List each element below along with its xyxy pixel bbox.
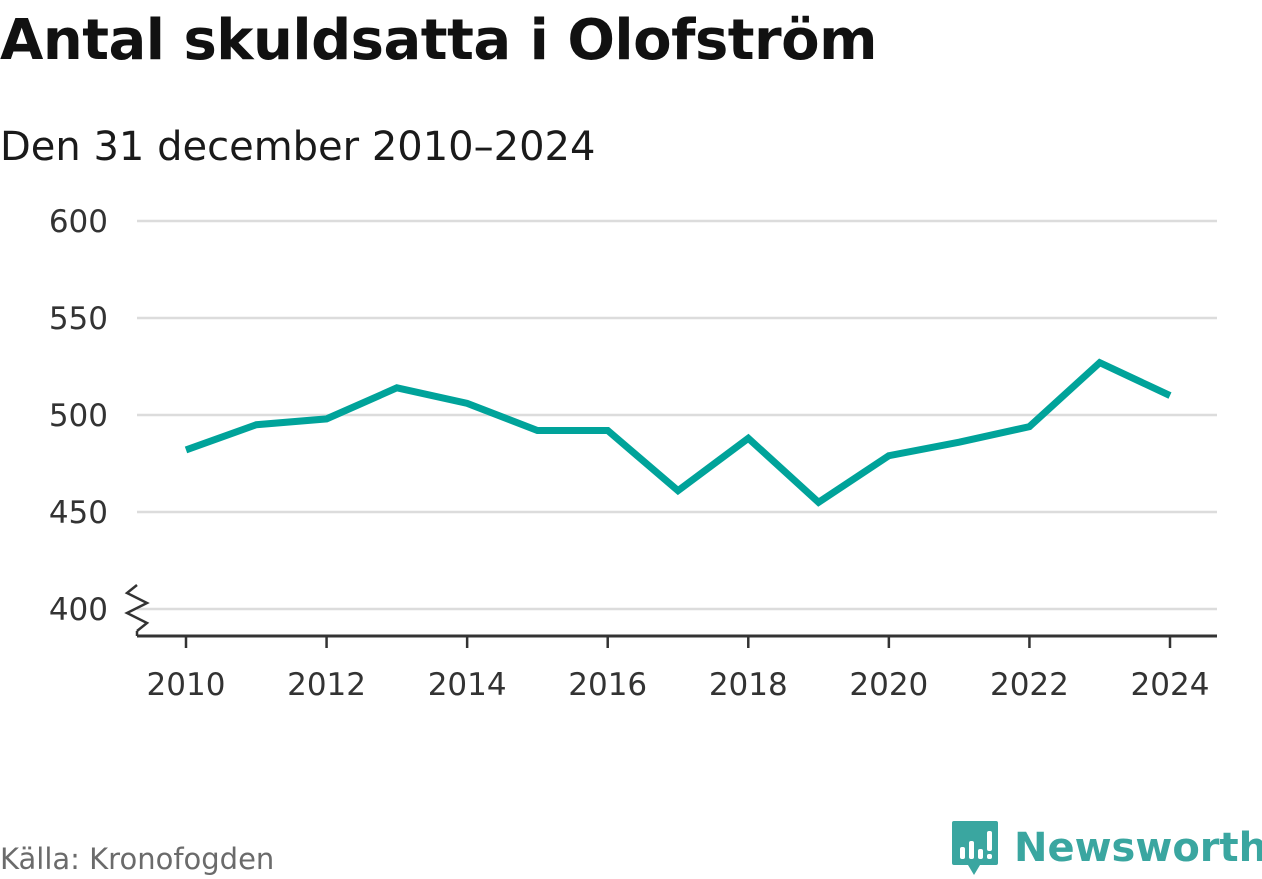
x-tick-label-2016: 2016 (568, 667, 647, 703)
x-axis (124, 584, 1217, 648)
y-tick-label-550: 550 (49, 301, 108, 337)
data-series (183, 358, 1174, 507)
y-tick-labels: 600 550 500 450 400 (49, 204, 108, 628)
data-point-2011 (253, 421, 260, 428)
axis-break-mark (124, 584, 150, 632)
chart-title: Antal skuldsatta i Olofström (0, 8, 878, 73)
data-point-2024 (1167, 392, 1174, 399)
data-point-2023 (1096, 359, 1103, 366)
data-point-2016 (604, 427, 611, 434)
x-tick-label-2010: 2010 (147, 667, 226, 703)
data-point-2020 (885, 452, 892, 459)
x-tick-label-2014: 2014 (428, 667, 507, 703)
series-line-0 (184, 358, 1172, 507)
x-tick-label-2024: 2024 (1131, 667, 1210, 703)
y-tick-label-600: 600 (49, 204, 108, 240)
x-tick-labels: 2010 2012 2014 2016 2018 2020 2022 2024 (147, 667, 1210, 703)
source-note: Källa: Kronofogden (0, 842, 275, 876)
data-point-2019 (815, 499, 822, 506)
data-point-2012 (323, 415, 330, 422)
data-point-2018 (745, 435, 752, 442)
y-tick-label-400: 400 (49, 592, 108, 628)
data-point-2021 (956, 439, 963, 446)
data-point-2022 (1026, 423, 1033, 430)
y-tick-label-500: 500 (49, 398, 108, 434)
newsworthy-logo-icon (952, 821, 998, 875)
data-point-2013 (393, 384, 400, 391)
x-tick-label-2012: 2012 (287, 667, 366, 703)
data-point-2010 (183, 446, 190, 453)
brand-logo: Newsworthy (950, 818, 1262, 878)
x-tick-label-2018: 2018 (709, 667, 788, 703)
x-tick-label-2020: 2020 (849, 667, 928, 703)
data-point-2015 (534, 427, 541, 434)
chart-subtitle: Den 31 december 2010–2024 (0, 124, 596, 170)
line-chart: 600 550 500 450 400 2010 2012 2014 2016 2018 2020… (49, 204, 1217, 703)
gridlines (137, 219, 1217, 611)
x-tick-label-2022: 2022 (990, 667, 1069, 703)
data-point-2017 (675, 487, 682, 494)
y-tick-label-450: 450 (49, 495, 108, 531)
brand-name: Newsworthy (1014, 825, 1262, 871)
data-point-2014 (464, 400, 471, 407)
